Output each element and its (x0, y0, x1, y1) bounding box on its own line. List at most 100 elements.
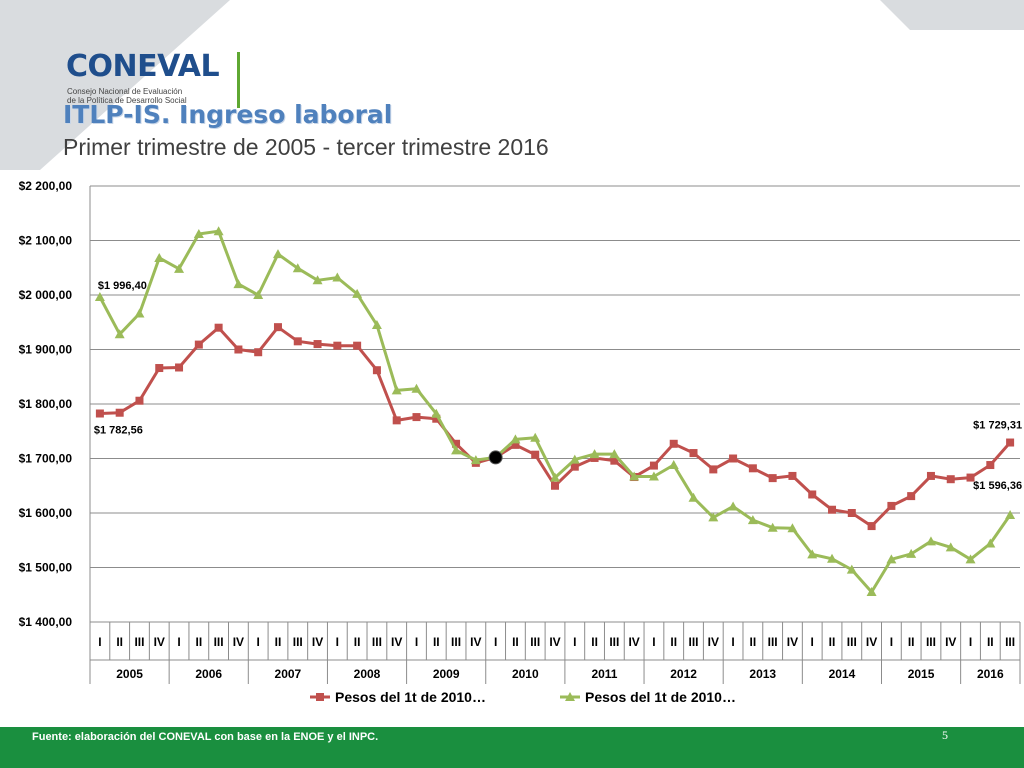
quarter-label: I (573, 635, 576, 649)
series-2-point (945, 542, 956, 552)
series-1-point (887, 501, 896, 510)
logo-wordmark: CONEVAL (66, 49, 220, 84)
quarter-label: II (195, 635, 202, 649)
source-note: Fuente: elaboración del CONEVAL con base… (32, 731, 379, 743)
logo-divider (237, 52, 240, 108)
quarter-label: III (530, 635, 540, 649)
series-2-point (134, 308, 145, 318)
quarter-label: I (98, 635, 101, 649)
series-1-point (729, 454, 738, 463)
quarter-label: IV (154, 635, 165, 649)
series-1-point (1006, 438, 1015, 447)
series-2-point (846, 564, 857, 574)
series-2-point (154, 252, 165, 262)
series-2-point (827, 553, 838, 563)
y-tick-label: $2 100,00 (19, 234, 73, 248)
series-1-point (353, 341, 362, 350)
quarter-label: IV (708, 635, 719, 649)
quarter-label: IV (787, 635, 798, 649)
series-1-point (452, 439, 461, 448)
series-1-point (709, 465, 718, 474)
data-label: $1 729,31 (973, 420, 1022, 432)
series-2-point (866, 587, 877, 597)
series-2-point (193, 228, 204, 238)
series-2-point (470, 455, 481, 465)
quarter-label: II (433, 635, 440, 649)
series-2-point (411, 383, 422, 393)
year-label: 2008 (354, 667, 381, 681)
series-2-point (332, 272, 343, 282)
series-1-point (254, 348, 263, 357)
quarter-label: III (214, 635, 224, 649)
quarter-label: II (512, 635, 519, 649)
quarter-label: I (811, 635, 814, 649)
series-2-point (451, 445, 462, 455)
quarter-label: IV (470, 635, 481, 649)
series-1-point (313, 340, 322, 349)
series-2-point (431, 408, 442, 418)
series-1-point (194, 340, 203, 349)
quarter-label: II (670, 635, 677, 649)
quarter-label: I (652, 635, 655, 649)
series-2-point (272, 249, 283, 259)
series-2-point (925, 536, 936, 546)
quarter-label: II (987, 635, 994, 649)
y-tick-label: $1 800,00 (19, 397, 73, 411)
logo-subtitle-line-2: de la Política de Desarrollo Social (67, 96, 187, 105)
highlight-point (488, 450, 503, 465)
series-2-point (648, 471, 659, 481)
quarter-label: IV (312, 635, 323, 649)
quarter-label: III (768, 635, 778, 649)
series-1-point (907, 492, 916, 501)
y-tick-label: $1 600,00 (19, 506, 73, 520)
series-1-point (333, 341, 342, 350)
series-2-point (174, 263, 185, 273)
series-2-point (94, 291, 105, 301)
quarter-label: IV (945, 635, 956, 649)
series-2-point (906, 548, 917, 558)
quarter-label: III (847, 635, 857, 649)
legend-label-2: Pesos del 1t de 2010… (585, 689, 736, 705)
series-1-point (293, 337, 302, 346)
y-tick-label: $1 700,00 (19, 452, 73, 466)
y-tick-label: $1 500,00 (19, 561, 73, 575)
data-label: $1 782,56 (94, 425, 143, 437)
series-2-point (807, 549, 818, 559)
series-2-point (312, 275, 323, 285)
quarter-label: II (116, 635, 123, 649)
year-label: 2011 (591, 667, 617, 681)
series-2-point (965, 554, 976, 564)
series-2-point (886, 554, 897, 564)
series-1-point (372, 366, 381, 375)
quarter-label: I (336, 635, 339, 649)
series-2-point (767, 522, 778, 532)
quarter-label: I (257, 635, 260, 649)
quarter-label: I (890, 635, 893, 649)
year-label: 2009 (433, 667, 460, 681)
legend-marker-triangle (565, 692, 575, 701)
series-1-point (570, 462, 579, 471)
data-label: $1 596,36 (973, 480, 1022, 492)
coneval-logo: CONEVAL Consejo Nacional de Evaluación d… (66, 49, 220, 110)
quarter-label: II (354, 635, 361, 649)
series-2-point (708, 512, 719, 522)
series-1-point (808, 490, 817, 499)
income-line-chart: $1 400,00 $1 500,00 $1 600,00 $1 700,00 $1 8… (19, 179, 1022, 705)
series-1-point (175, 363, 184, 372)
quarter-label: IV (233, 635, 244, 649)
series-1-point (847, 509, 856, 517)
series-2-point (985, 538, 996, 548)
series-1-point (214, 323, 223, 332)
quarter-label: IV (549, 635, 560, 649)
series-2-point (114, 329, 125, 339)
slide-title: ITLP-IS. Ingreso laboral (63, 100, 393, 129)
year-label: 2015 (908, 667, 935, 681)
series-2-point (688, 492, 699, 502)
series-1-point (926, 471, 935, 480)
y-tick-label: $2 000,00 (19, 288, 73, 302)
series-2-point (233, 279, 244, 289)
series-1-point (135, 396, 144, 405)
page-number: 5 (942, 728, 948, 742)
series-2-point (292, 263, 303, 273)
series-2-point (352, 288, 363, 298)
